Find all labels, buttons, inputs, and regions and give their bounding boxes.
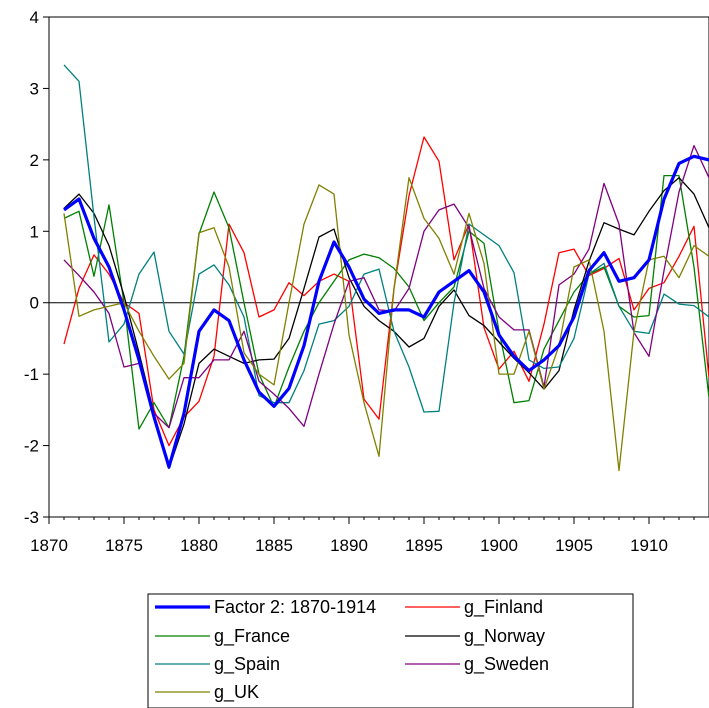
- y-tick-label: 0: [30, 294, 39, 313]
- y-tick-label: -3: [24, 508, 39, 527]
- legend-label-g-uk: g_UK: [214, 682, 259, 703]
- series-line-g-finland: [63, 136, 709, 447]
- legend-label-g-spain: g_Spain: [214, 654, 280, 675]
- x-tick-label: 1890: [330, 536, 368, 555]
- x-tick-label: 1895: [405, 536, 443, 555]
- series-line-g-uk: [63, 177, 709, 472]
- legend-box: [147, 593, 634, 708]
- legend-label-factor-2-1870-1914: Factor 2: 1870-1914: [214, 597, 376, 617]
- y-tick-label: -2: [24, 437, 39, 456]
- x-tick-label: 1905: [555, 536, 593, 555]
- y-tick-label: 2: [30, 151, 39, 170]
- y-tick-label: 4: [30, 8, 39, 27]
- series-line-factor-2-1870-1914: [63, 154, 709, 469]
- series-line-g-france: [63, 174, 709, 430]
- series-layer: [63, 64, 709, 472]
- series-line-g-spain: [63, 64, 709, 413]
- x-tick-label: 1875: [105, 536, 143, 555]
- x-tick-label: 1910: [630, 536, 668, 555]
- y-tick-label: 1: [30, 222, 39, 241]
- legend-label-g-norway: g_Norway: [464, 626, 545, 647]
- y-tick-label: -1: [24, 365, 39, 384]
- legend-label-g-finland: g_Finland: [464, 597, 543, 618]
- x-tick-label: 1900: [480, 536, 518, 555]
- x-tick-label: 1885: [255, 536, 293, 555]
- legend-label-g-sweden: g_Sweden: [464, 654, 549, 675]
- legend: Factor 2: 1870-1914 g_Finland g_France g_No…: [147, 593, 634, 708]
- x-axis: 1870 1875 1880 1885 1890 1895 1900 1905 1910: [30, 517, 695, 555]
- legend-label-g-france: g_France: [214, 626, 290, 647]
- y-axis: 4 3 2 1 0 -1 -2 -3: [24, 8, 49, 527]
- x-tick-label: 1870: [30, 536, 68, 555]
- y-tick-label: 3: [30, 79, 39, 98]
- x-tick-label: 1880: [180, 536, 218, 555]
